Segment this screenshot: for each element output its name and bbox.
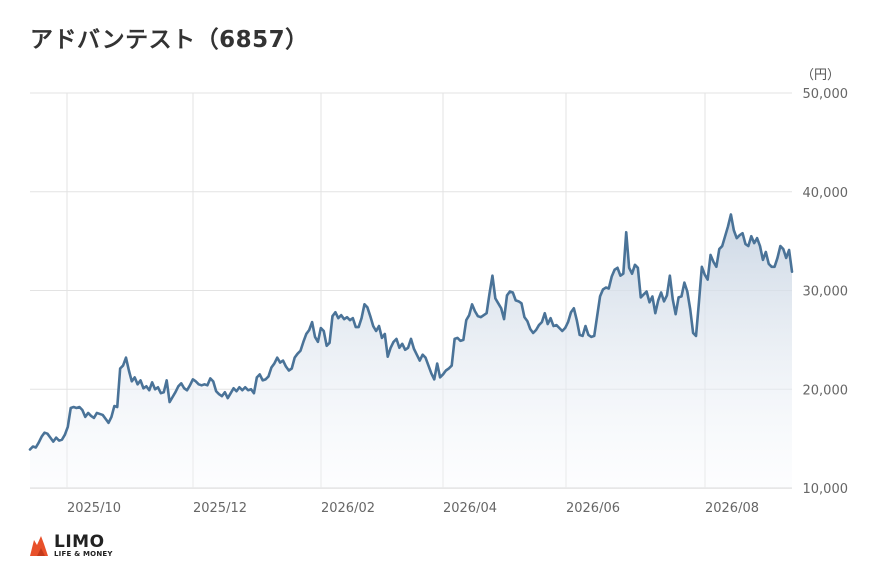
logo-name: LIMO (54, 532, 105, 552)
chart-title: アドバンテスト（6857） (30, 27, 309, 53)
logo-tagline: LIFE & MONEY (54, 550, 113, 558)
price-area-fill (30, 214, 792, 488)
fox-icon (30, 536, 48, 556)
x-tick-label: 2026/04 (443, 501, 497, 516)
x-tick-label: 2025/10 (67, 501, 121, 516)
y-tick-label: 40,000 (803, 186, 849, 201)
limo-logo: LIMO LIFE & MONEY (28, 532, 118, 562)
x-tick-label: 2026/02 (321, 501, 375, 516)
y-tick-label: 10,000 (803, 482, 849, 497)
y-tick-label: 20,000 (803, 383, 849, 398)
x-tick-label: 2026/08 (705, 501, 759, 516)
y-axis-ticks: 10,000 20,000 30,000 40,000 50,000 (803, 87, 849, 497)
y-tick-label: 50,000 (803, 87, 849, 102)
y-tick-label: 30,000 (803, 285, 849, 300)
price-series-line (28, 213, 794, 451)
y-axis-unit-label: （円） (801, 68, 841, 83)
x-tick-label: 2025/12 (193, 501, 247, 516)
x-tick-label: 2026/06 (566, 501, 620, 516)
x-axis-ticks: 2025/10 2025/12 2026/02 2026/04 2026/06 2026/… (67, 501, 759, 516)
